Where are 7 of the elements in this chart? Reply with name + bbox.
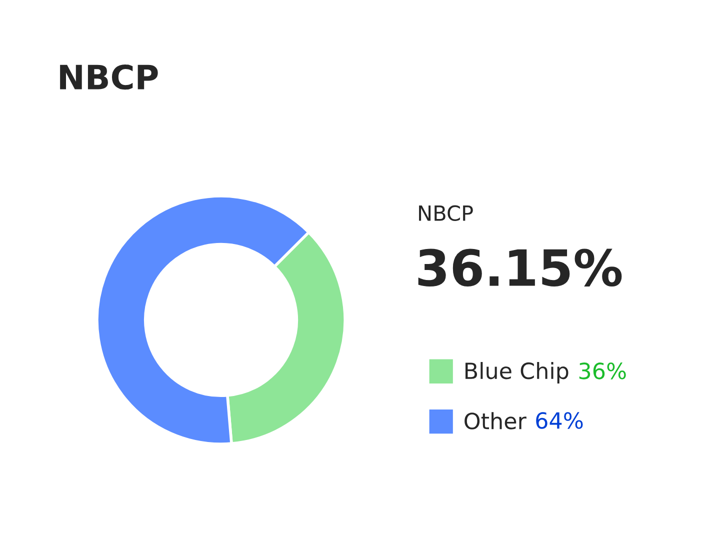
data-label: 36%	[579, 362, 626, 380]
chart-title: NBCP	[60, 64, 158, 90]
text: 36.15%	[418, 248, 622, 287]
text: NBCP	[419, 205, 473, 222]
legend-label: Blue Chip	[466, 362, 568, 384]
legend-label: Other	[464, 412, 526, 430]
data-label: 64%	[536, 412, 583, 429]
